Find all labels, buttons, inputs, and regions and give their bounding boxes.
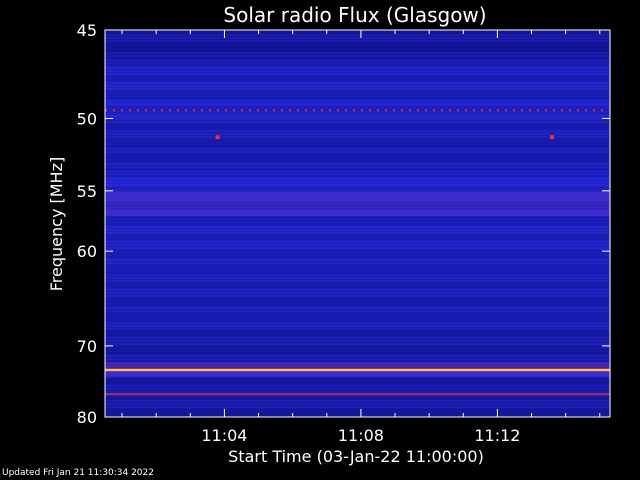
frequency-band <box>105 371 610 377</box>
y-tick-label: 45 <box>77 21 97 40</box>
y-tick-label: 80 <box>77 408 97 427</box>
y-axis-ticks: 45 50 55 60 70 80 <box>77 21 610 427</box>
frequency-band <box>105 376 610 417</box>
frequency-band <box>105 216 610 273</box>
frequency-band <box>105 272 610 330</box>
x-tick-label: 11:12 <box>474 426 520 445</box>
frequency-band <box>105 102 610 119</box>
signal-spot <box>549 135 554 140</box>
x-tick-label: 11:08 <box>338 426 384 445</box>
x-axis-label: Start Time (03-Jan-22 11:00:00) <box>228 447 484 466</box>
chart-title: Solar radio Flux (Glasgow) <box>223 3 486 27</box>
frequency-band <box>105 368 610 372</box>
y-tick-label: 70 <box>77 337 97 356</box>
y-tick-label: 55 <box>77 182 97 201</box>
frequency-band <box>105 30 610 59</box>
y-tick-label: 50 <box>77 109 97 128</box>
x-tick-label: 11:04 <box>201 426 247 445</box>
frequency-band <box>105 58 610 103</box>
frequency-band <box>105 329 610 362</box>
y-tick-label: 60 <box>77 242 97 261</box>
frequency-band <box>105 190 610 217</box>
frequency-band <box>105 118 610 171</box>
x-axis-ticks: 11:04 11:08 11:12 <box>121 30 601 445</box>
plot-area <box>104 29 611 418</box>
frequency-band <box>105 170 610 191</box>
frequency-band <box>105 361 610 369</box>
plot-frame <box>104 29 611 418</box>
updated-timestamp: Updated Fri Jan 21 11:30:34 2022 <box>2 468 154 478</box>
y-axis-label: Frequency [MHz] <box>47 157 66 291</box>
signal-spot <box>215 135 220 140</box>
